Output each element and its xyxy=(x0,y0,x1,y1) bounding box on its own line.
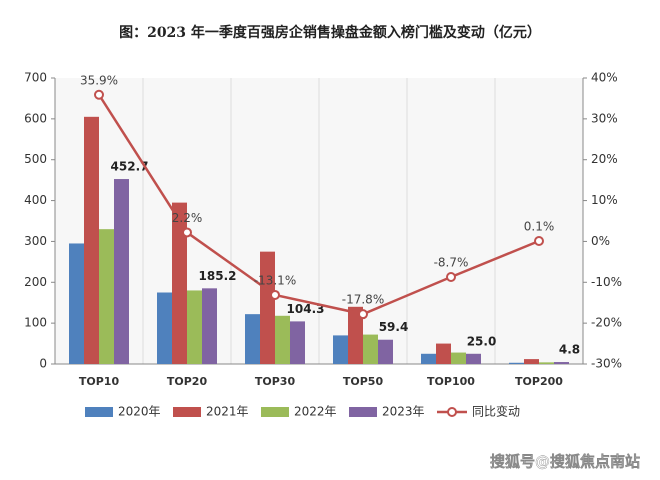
x-tick-label: TOP200 xyxy=(515,375,563,388)
legend-swatch xyxy=(173,407,201,417)
y-tick-label: 0 xyxy=(39,357,47,371)
bar xyxy=(172,202,187,364)
line-value-label: 2.2% xyxy=(172,211,203,225)
legend-label: 2021年 xyxy=(206,405,249,419)
bar xyxy=(466,353,481,364)
line-value-label: -17.8% xyxy=(342,293,384,307)
bar xyxy=(378,339,393,364)
y2-tick-label: 0% xyxy=(591,234,610,248)
line xyxy=(97,94,540,316)
legend-label: 2023年 xyxy=(382,405,425,419)
bar-value-label: 452.7 xyxy=(111,160,149,174)
bar-value-label: 104.3 xyxy=(287,302,325,316)
bar-value-label: 185.2 xyxy=(199,269,237,283)
bar xyxy=(114,179,129,364)
line-value-label: 0.1% xyxy=(524,220,555,234)
bar xyxy=(290,321,305,364)
legend-swatch xyxy=(349,407,377,417)
line-marker xyxy=(182,227,192,238)
y2-tick-label: -30% xyxy=(591,357,622,371)
y2-tick-label: 30% xyxy=(591,111,618,125)
bar xyxy=(202,288,217,364)
bar xyxy=(554,362,569,364)
y-tick-label: 600 xyxy=(24,111,47,125)
bar xyxy=(245,314,260,364)
line-marker xyxy=(358,309,368,320)
bar xyxy=(99,229,114,364)
bar xyxy=(275,315,290,364)
x-tick-label: TOP10 xyxy=(79,375,120,388)
y-tick-label: 400 xyxy=(24,193,47,207)
y-tick-label: 700 xyxy=(24,71,47,85)
bar-value-label: 59.4 xyxy=(379,320,409,334)
bar xyxy=(436,343,451,364)
legend-swatch xyxy=(261,407,289,417)
bar xyxy=(84,116,99,364)
y2-tick-label: 40% xyxy=(591,71,618,85)
y2-tick-label: -20% xyxy=(591,316,622,330)
line-marker xyxy=(94,89,104,100)
y2-tick-label: 10% xyxy=(591,193,618,207)
y2-tick-label: -10% xyxy=(591,275,622,289)
watermark: 搜狐号@搜狐焦点南站 xyxy=(490,453,640,471)
bar xyxy=(451,352,466,364)
legend-label: 同比变动 xyxy=(472,404,520,419)
y2-tick-label: 20% xyxy=(591,152,618,166)
line-marker xyxy=(446,271,456,282)
y-tick-label: 500 xyxy=(24,152,47,166)
bar xyxy=(348,306,363,364)
y-tick-label: 100 xyxy=(24,316,47,330)
bar xyxy=(157,292,172,364)
chart-title: 图：2023 年一季度百强房企销售操盘金额入榜门槛及变动（亿元） xyxy=(119,24,541,41)
legend-swatch xyxy=(85,407,113,417)
line-marker xyxy=(534,236,544,247)
legend-label: 2022年 xyxy=(294,405,337,419)
bar xyxy=(363,334,378,364)
line-value-label: -8.7% xyxy=(434,255,469,269)
line-marker xyxy=(270,289,280,300)
bar xyxy=(509,362,524,364)
bar xyxy=(260,251,275,364)
bar xyxy=(539,362,554,364)
y-tick-label: 200 xyxy=(24,275,47,289)
bar xyxy=(333,335,348,364)
x-tick-label: TOP30 xyxy=(255,375,296,388)
bar-value-label: 25.0 xyxy=(467,334,497,348)
legend-swatch xyxy=(447,407,457,417)
x-tick-label: TOP100 xyxy=(427,375,475,388)
x-tick-label: TOP50 xyxy=(343,375,384,388)
x-tick-label: TOP20 xyxy=(167,375,208,388)
bar-value-label: 4.8 xyxy=(559,343,580,357)
bar xyxy=(421,353,436,364)
legend-label: 2020年 xyxy=(118,405,161,419)
y-tick-label: 300 xyxy=(24,234,47,248)
line-value-label: -13.1% xyxy=(254,273,296,287)
bar xyxy=(187,290,202,364)
bar xyxy=(69,243,84,364)
bar xyxy=(524,359,539,364)
line-value-label: 35.9% xyxy=(80,73,118,87)
